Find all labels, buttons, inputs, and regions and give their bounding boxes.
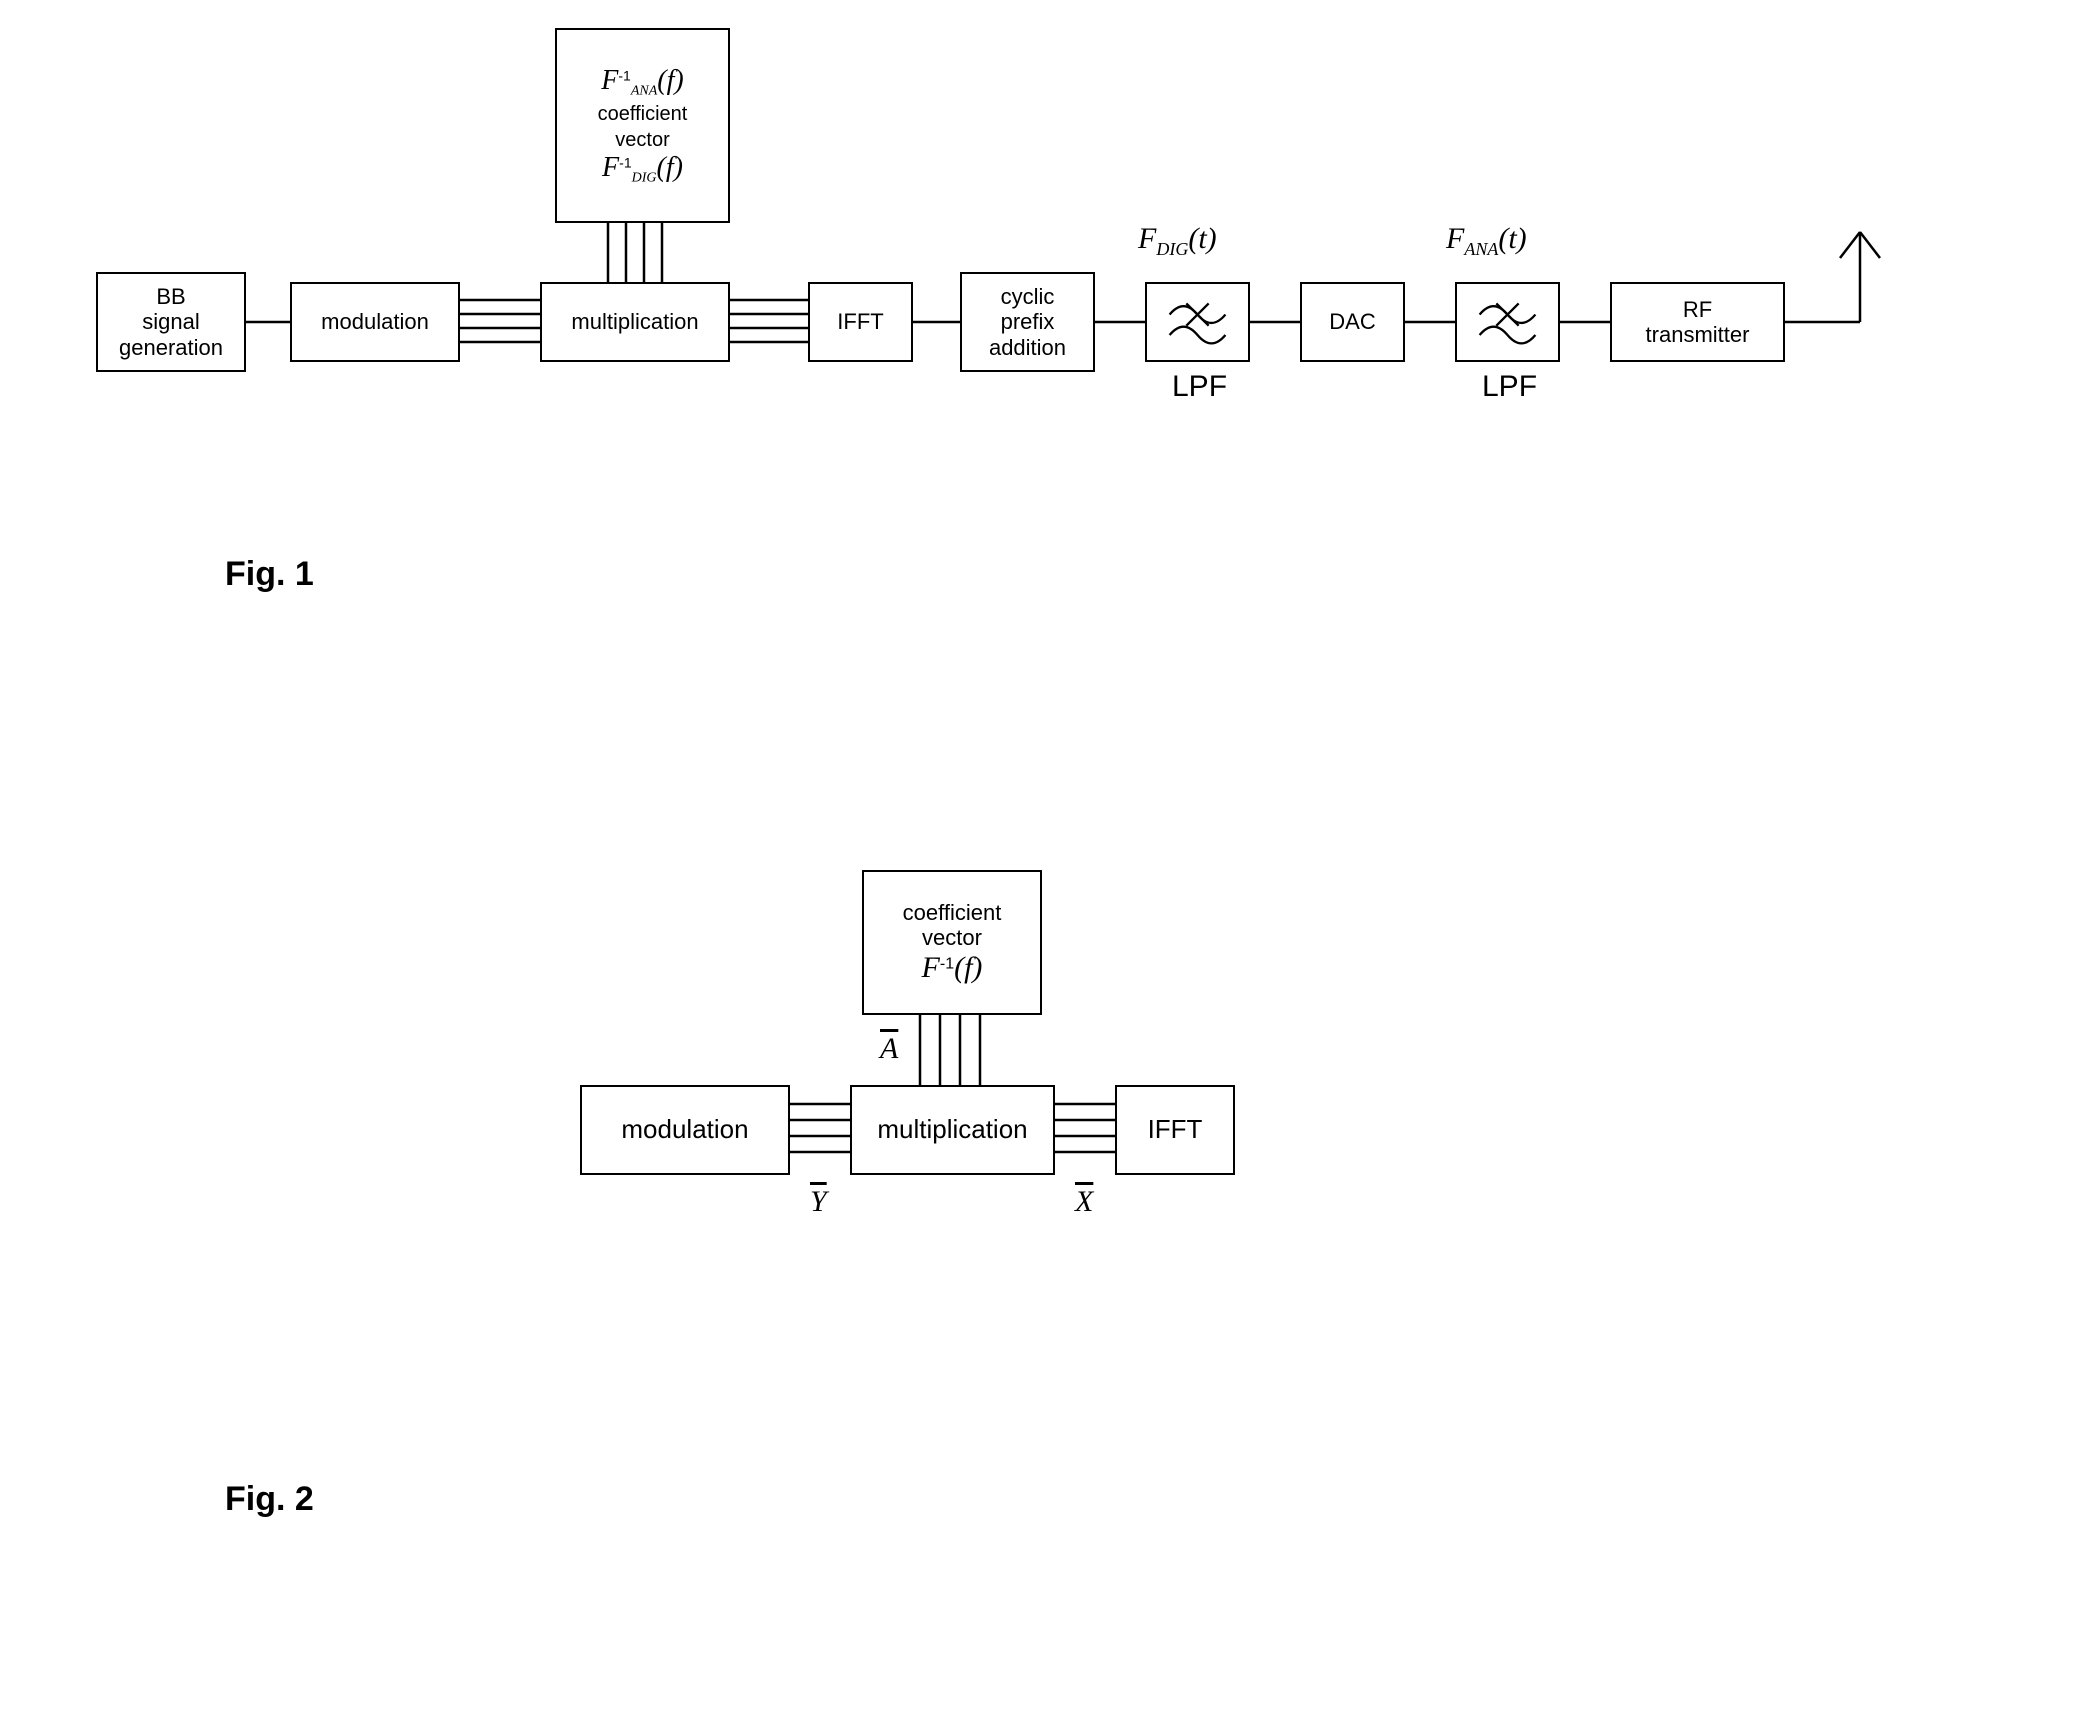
fig1-rf-block: RFtransmitter bbox=[1610, 282, 1785, 362]
fig1-dac-label: DAC bbox=[1329, 309, 1375, 334]
fig2-mult-label: multiplication bbox=[877, 1115, 1027, 1145]
fig1-fana-t-label: FANA(t) bbox=[1446, 222, 1527, 260]
fig2-multiplication-block: multiplication bbox=[850, 1085, 1055, 1175]
fig1-fdig-t-label: FDIG(t) bbox=[1138, 222, 1217, 260]
fig2-modulation-block: modulation bbox=[580, 1085, 790, 1175]
fig1-lpf1-block bbox=[1145, 282, 1250, 362]
diagram-canvas: F-1ANA(f)coefficientvectorF-1DIG(f) BBsi… bbox=[0, 0, 2087, 1709]
fig1-lpf1-text: LPF bbox=[1172, 370, 1227, 404]
fig1-cyclic-block: cyclicprefixaddition bbox=[960, 272, 1095, 372]
fig2-connectors bbox=[0, 0, 2087, 1709]
fig1-lpf2-block bbox=[1455, 282, 1560, 362]
fig1-mult-label: multiplication bbox=[571, 309, 698, 334]
fig2-mod-label: modulation bbox=[621, 1115, 748, 1145]
fig1-cyclic-label: cyclicprefixaddition bbox=[989, 284, 1066, 360]
fig1-bb-block: BBsignalgeneration bbox=[96, 272, 246, 372]
fig2-coef-block: coefficientvectorF-1(f) bbox=[862, 870, 1042, 1015]
fig1-mod-label: modulation bbox=[321, 309, 429, 334]
fig1-caption: Fig. 1 bbox=[225, 555, 314, 594]
fig1-coef-label: F-1ANA(f)coefficientvectorF-1DIG(f) bbox=[598, 65, 688, 186]
fig1-lpf2-text: LPF bbox=[1482, 370, 1537, 404]
fig1-rf-label: RFtransmitter bbox=[1646, 297, 1750, 348]
fig2-coef-label: coefficientvectorF-1(f) bbox=[903, 900, 1002, 985]
fig1-ifft-label: IFFT bbox=[837, 309, 883, 334]
fig2-A-label: A bbox=[880, 1032, 898, 1066]
filter-icon bbox=[1151, 284, 1244, 360]
fig1-modulation-block: modulation bbox=[290, 282, 460, 362]
fig1-dac-block: DAC bbox=[1300, 282, 1405, 362]
fig2-caption: Fig. 2 bbox=[225, 1480, 314, 1519]
fig2-X-label: X bbox=[1075, 1185, 1093, 1219]
fig2-Y-label: Y bbox=[810, 1185, 827, 1219]
filter-icon bbox=[1461, 284, 1554, 360]
fig2-ifft-label: IFFT bbox=[1148, 1115, 1203, 1145]
fig1-ifft-block: IFFT bbox=[808, 282, 913, 362]
fig1-multiplication-block: multiplication bbox=[540, 282, 730, 362]
fig1-coef-block: F-1ANA(f)coefficientvectorF-1DIG(f) bbox=[555, 28, 730, 223]
fig2-ifft-block: IFFT bbox=[1115, 1085, 1235, 1175]
fig1-bb-label: BBsignalgeneration bbox=[119, 284, 223, 360]
